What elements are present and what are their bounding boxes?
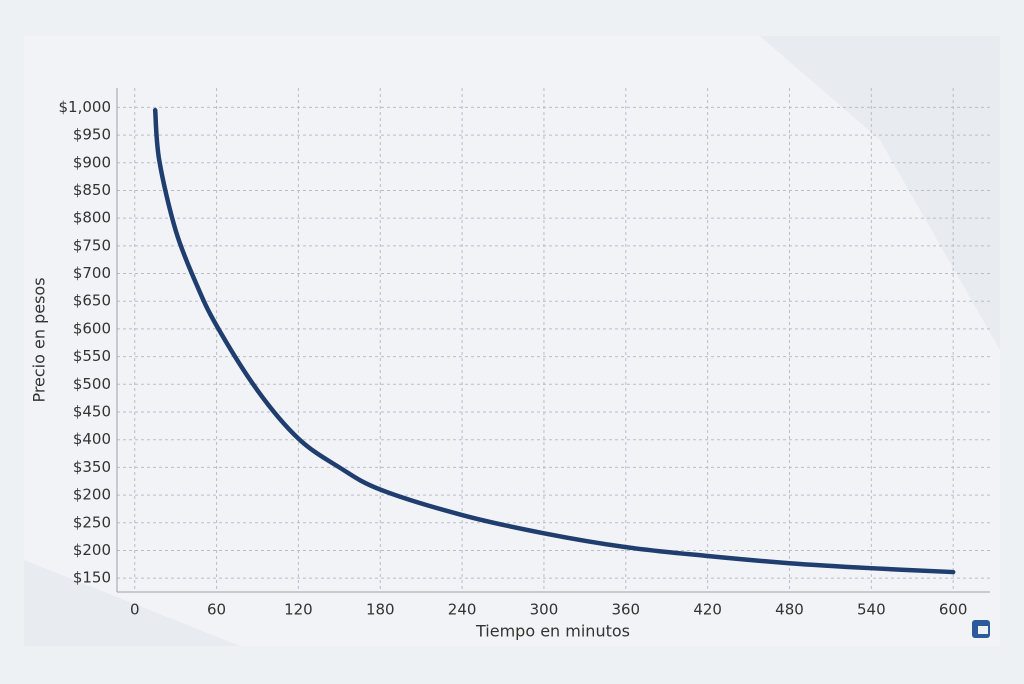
- y-tick-label: $850: [73, 181, 111, 199]
- y-axis-label: Precio en pesos: [30, 277, 49, 402]
- x-tick-label: 540: [857, 601, 886, 619]
- y-tick-label: $650: [73, 292, 111, 310]
- x-tick-label: 360: [611, 601, 640, 619]
- y-tick-label: $450: [73, 403, 111, 421]
- x-tick-label: 600: [939, 601, 968, 619]
- y-tick-label: $250: [73, 513, 111, 531]
- x-tick-label: 180: [366, 601, 395, 619]
- decor: [760, 36, 1000, 350]
- logo: [972, 620, 990, 638]
- y-tick-label: $1,000: [59, 98, 112, 116]
- y-tick-label: $550: [73, 347, 111, 365]
- y-tick-label: $350: [73, 458, 111, 476]
- x-tick-label: 120: [284, 601, 313, 619]
- x-tick-label: 240: [448, 601, 477, 619]
- x-tick-label: 300: [530, 601, 559, 619]
- y-tick-label: $900: [73, 153, 111, 171]
- decor: [24, 560, 240, 646]
- y-tick-label: $500: [73, 375, 111, 393]
- y-tick-label: $150: [73, 569, 111, 587]
- x-tick-label: 60: [207, 601, 226, 619]
- y-tick-label: $200: [73, 486, 111, 504]
- x-axis-label: Tiempo en minutos: [475, 622, 630, 641]
- y-tick-label: $800: [73, 209, 111, 227]
- y-tick-label: $950: [73, 126, 111, 144]
- x-tick-label: 0: [130, 601, 140, 619]
- y-tick-label: $200: [73, 541, 111, 559]
- line-series: [152, 107, 956, 575]
- y-tick-label: $750: [73, 236, 111, 254]
- x-tick-label: 420: [693, 601, 722, 619]
- y-tick-label: $700: [73, 264, 111, 282]
- panel: [24, 36, 1000, 646]
- x-tick-label: 480: [775, 601, 804, 619]
- y-tick-label: $600: [73, 319, 111, 337]
- y-tick-label: $400: [73, 430, 111, 448]
